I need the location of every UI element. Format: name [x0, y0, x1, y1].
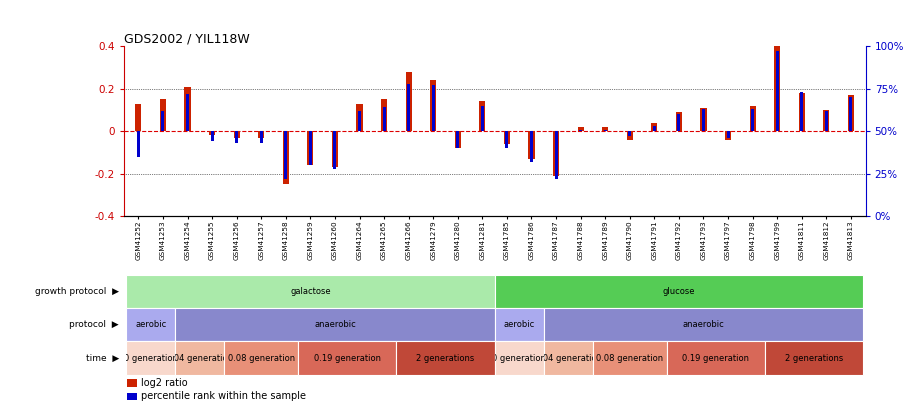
Bar [529, 131, 535, 159]
Bar [258, 131, 265, 138]
Bar [725, 131, 731, 140]
Bar [332, 131, 338, 167]
Bar [356, 104, 363, 131]
Bar [726, 131, 729, 138]
Bar [651, 123, 658, 131]
Bar [504, 131, 510, 144]
Text: anaerobic: anaerobic [682, 320, 725, 329]
Bar [161, 111, 165, 131]
Text: GDS2002 / YIL118W: GDS2002 / YIL118W [124, 32, 249, 45]
Bar [701, 108, 706, 131]
Bar [823, 110, 829, 131]
Text: 0.04 generation: 0.04 generation [535, 354, 602, 362]
Bar [702, 109, 705, 131]
Bar [431, 85, 435, 131]
Bar [127, 392, 137, 401]
Bar [749, 106, 756, 131]
Bar [553, 131, 559, 176]
Text: 2 generations: 2 generations [785, 354, 843, 362]
Bar [211, 131, 213, 141]
Bar [604, 130, 606, 131]
Text: 0.19 generation: 0.19 generation [314, 354, 381, 362]
Bar [849, 97, 853, 131]
Bar [309, 131, 311, 165]
Text: galactose: galactose [290, 287, 331, 296]
Bar [774, 46, 780, 131]
Text: glucose: glucose [662, 287, 695, 296]
Text: protocol  ▶: protocol ▶ [70, 320, 119, 329]
Text: log2 ratio: log2 ratio [141, 378, 188, 388]
Text: 2 generations: 2 generations [417, 354, 474, 362]
Bar [506, 131, 508, 148]
Bar [848, 95, 854, 131]
Bar [186, 94, 189, 131]
Bar [333, 131, 336, 168]
Text: time  ▶: time ▶ [86, 354, 119, 362]
Bar [751, 109, 754, 131]
Bar [307, 131, 313, 165]
Text: 0.08 generation: 0.08 generation [228, 354, 295, 362]
Bar [676, 112, 682, 131]
Bar [578, 127, 583, 131]
Text: 0.04 generation: 0.04 generation [167, 354, 234, 362]
Bar [454, 131, 461, 148]
Bar [184, 87, 191, 131]
Bar [408, 83, 410, 131]
Text: anaerobic: anaerobic [314, 320, 355, 329]
Bar [235, 131, 238, 143]
Text: 0 generation: 0 generation [492, 354, 546, 362]
Bar [602, 127, 608, 131]
Bar [554, 131, 558, 179]
Bar [479, 102, 485, 131]
Bar [431, 80, 436, 131]
Bar [627, 131, 633, 140]
Bar [579, 130, 582, 131]
Text: aerobic: aerobic [135, 320, 167, 329]
Bar [530, 131, 533, 162]
Bar [381, 99, 387, 131]
Bar [234, 131, 240, 138]
Bar [358, 111, 361, 131]
Text: 0.19 generation: 0.19 generation [682, 354, 749, 362]
Bar [776, 51, 779, 131]
Bar [801, 92, 803, 131]
Bar [799, 93, 805, 131]
Bar [136, 131, 140, 157]
Text: 0.08 generation: 0.08 generation [596, 354, 663, 362]
Bar [456, 131, 459, 148]
Bar [260, 131, 263, 143]
Bar [481, 106, 484, 131]
Text: percentile rank within the sample: percentile rank within the sample [141, 392, 307, 401]
Bar [383, 107, 386, 131]
Bar [628, 131, 631, 136]
Bar [678, 114, 681, 131]
Bar [653, 126, 656, 131]
Text: aerobic: aerobic [504, 320, 535, 329]
Text: 0 generation: 0 generation [124, 354, 178, 362]
Bar [160, 99, 166, 131]
Bar [284, 131, 288, 179]
Bar [209, 131, 215, 136]
Bar [406, 72, 411, 131]
Bar [824, 111, 828, 131]
Bar [136, 104, 141, 131]
Text: growth protocol  ▶: growth protocol ▶ [35, 287, 119, 296]
Bar [283, 131, 289, 184]
Bar [127, 379, 137, 387]
